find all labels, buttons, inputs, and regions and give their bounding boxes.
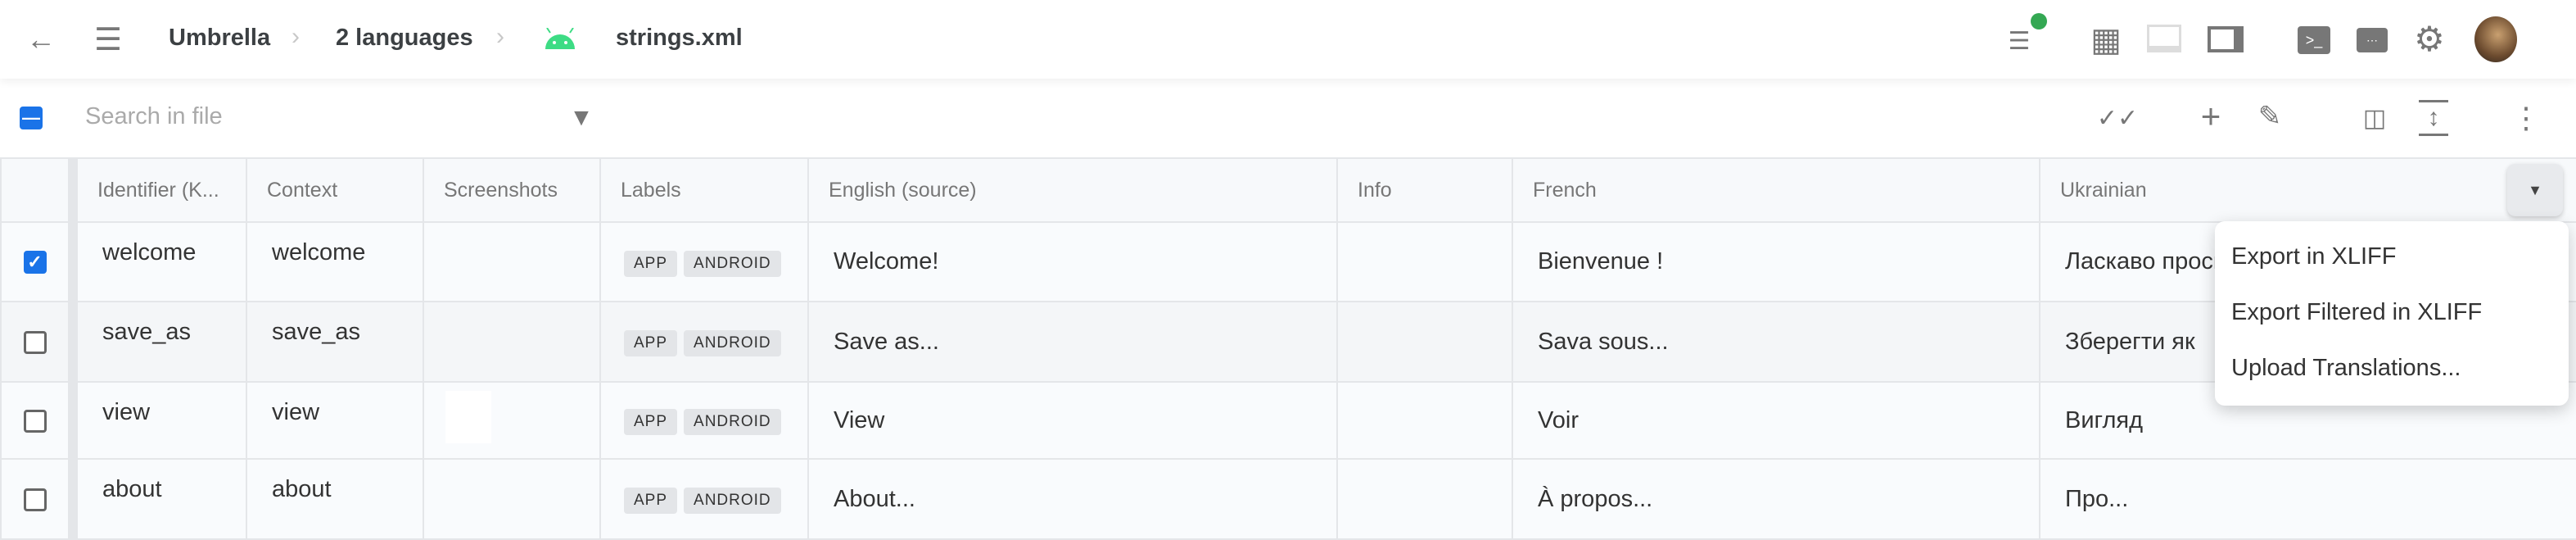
search-input[interactable]: Search in file: [85, 103, 223, 129]
cell-english[interactable]: About...: [807, 458, 1338, 540]
label-tag: APP: [624, 409, 678, 435]
cell-screenshots[interactable]: [423, 221, 601, 302]
row-checkbox[interactable]: [23, 330, 47, 354]
expand-height-icon[interactable]: ↕: [2419, 100, 2448, 136]
caret-down-icon: ▼: [2528, 181, 2542, 198]
cell-context[interactable]: save_as: [246, 301, 424, 383]
cell-screenshots[interactable]: [423, 381, 601, 460]
chevron-right-icon: ›: [291, 23, 300, 50]
cell-context[interactable]: view: [246, 381, 424, 460]
cell-screenshots[interactable]: [423, 301, 601, 383]
cell-english[interactable]: Welcome!: [807, 221, 1338, 302]
table-header-row: Identifier (K... Context Screenshots Lab…: [0, 157, 2576, 223]
cell-identifier[interactable]: save_as: [72, 301, 247, 383]
label-tag: ANDROID: [684, 330, 781, 356]
laptop-icon[interactable]: [2147, 25, 2181, 52]
column-menu-dropdown-button[interactable]: ▼: [2507, 164, 2563, 216]
table-row[interactable]: about about APP ANDROID About... À propos…: [0, 458, 2576, 540]
app-header: ← ☰ Umbrella › 2 languages › strings.xml…: [0, 0, 2576, 79]
column-header-ukrainian[interactable]: Ukrainian: [2039, 157, 2576, 223]
header-checkbox-cell: [0, 157, 78, 223]
terminal-icon[interactable]: >_: [2298, 26, 2330, 54]
cell-english[interactable]: Save as...: [807, 301, 1338, 383]
more-vert-icon[interactable]: ⋮: [2511, 101, 2541, 134]
add-column-icon[interactable]: ◫: [2362, 104, 2387, 132]
edit-icon[interactable]: ✎: [2257, 101, 2282, 132]
row-checkbox[interactable]: [23, 488, 47, 511]
breadcrumb-project[interactable]: Umbrella: [169, 25, 271, 51]
menu-item-export-xliff[interactable]: Export in XLIFF: [2231, 243, 2397, 270]
table-row[interactable]: ✓ welcome welcome APP ANDROID Welcome! Bi…: [0, 221, 2576, 302]
settings-icon[interactable]: ⚙: [2414, 19, 2445, 58]
column-header-screenshots[interactable]: Screenshots: [423, 157, 601, 223]
cell-french[interactable]: Voir: [1512, 381, 2040, 460]
table-row[interactable]: view view APP ANDROID View Voir Вигляд: [0, 381, 2576, 460]
cell-context[interactable]: welcome: [246, 221, 424, 302]
label-tag: ANDROID: [684, 409, 781, 435]
column-context-menu: Export in XLIFF Export Filtered in XLIFF…: [2215, 221, 2569, 406]
chevron-right-icon: ›: [496, 23, 504, 50]
row-checkbox[interactable]: [23, 409, 47, 433]
column-header-french[interactable]: French: [1512, 157, 2040, 223]
cell-info[interactable]: [1336, 301, 1513, 383]
cell-context[interactable]: about: [246, 458, 424, 540]
back-arrow-icon[interactable]: ←: [26, 22, 56, 56]
table-toolbar: — Search in file ▼ ✓✓ + ✎ ◫ ↕ ⋮: [0, 79, 2576, 157]
cell-info[interactable]: [1336, 458, 1513, 540]
edit-notes-icon[interactable]: ☰: [2008, 27, 2031, 55]
android-icon: [545, 28, 575, 49]
cell-french[interactable]: Sava sous...: [1512, 301, 2040, 383]
column-header-english[interactable]: English (source): [807, 157, 1338, 223]
screenshot-thumbnail[interactable]: [445, 391, 491, 443]
table-row[interactable]: save_as save_as APP ANDROID Save as... Sa…: [0, 301, 2576, 383]
avatar[interactable]: [2474, 16, 2517, 62]
cell-info[interactable]: [1336, 221, 1513, 302]
column-header-info[interactable]: Info: [1336, 157, 1513, 223]
label-tag: APP: [624, 250, 678, 277]
keyboard-icon[interactable]: ⋯: [2357, 28, 2388, 52]
breadcrumb-file[interactable]: strings.xml: [616, 25, 743, 51]
column-header-context[interactable]: Context: [246, 157, 424, 223]
cell-identifier[interactable]: view: [72, 381, 247, 460]
column-header-identifier[interactable]: Identifier (K...: [72, 157, 247, 223]
breadcrumb-languages[interactable]: 2 languages: [336, 25, 473, 51]
menu-item-export-filtered-xliff[interactable]: Export Filtered in XLIFF: [2231, 299, 2483, 325]
select-all-checkbox[interactable]: —: [20, 107, 43, 129]
cell-screenshots[interactable]: [423, 458, 601, 540]
done-all-icon[interactable]: ✓✓: [2096, 104, 2139, 132]
cell-french[interactable]: À propos...: [1512, 458, 2040, 540]
cell-ukrainian[interactable]: Про...: [2039, 458, 2576, 540]
cell-french[interactable]: Bienvenue !: [1512, 221, 2040, 302]
menu-item-upload-translations[interactable]: Upload Translations...: [2231, 355, 2461, 381]
strings-table: Identifier (K... Context Screenshots Lab…: [0, 157, 2576, 540]
cell-identifier[interactable]: welcome: [72, 221, 247, 302]
cell-identifier[interactable]: about: [72, 458, 247, 540]
column-header-labels[interactable]: Labels: [599, 157, 809, 223]
row-checkbox[interactable]: ✓: [23, 251, 47, 275]
label-tag: ANDROID: [684, 250, 781, 277]
cell-english[interactable]: View: [807, 381, 1338, 460]
cell-info[interactable]: [1336, 381, 1513, 460]
status-dot: [2031, 13, 2047, 29]
grid-icon[interactable]: ▦: [2090, 22, 2122, 58]
label-tag: ANDROID: [684, 488, 781, 514]
filter-icon[interactable]: ▼: [569, 104, 594, 131]
side-panel-icon[interactable]: [2208, 26, 2244, 52]
add-icon[interactable]: +: [2200, 97, 2221, 135]
label-tag: APP: [624, 330, 678, 356]
menu-icon[interactable]: ☰: [93, 22, 123, 57]
label-tag: APP: [624, 488, 678, 514]
